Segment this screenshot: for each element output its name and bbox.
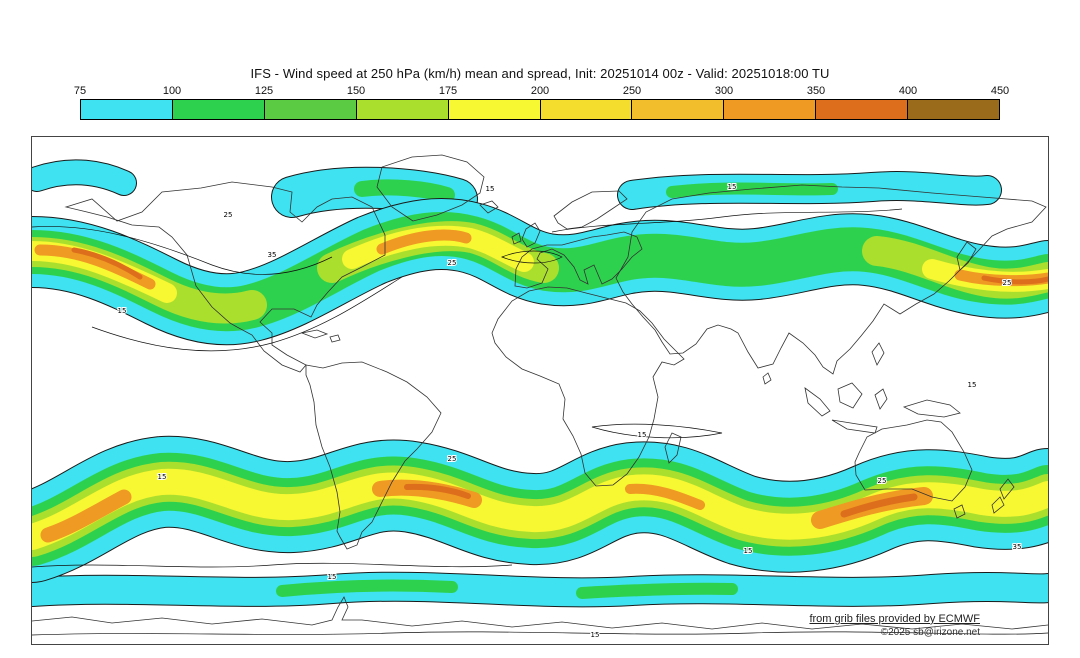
coastline-north-america bbox=[64, 181, 386, 373]
jet-band-orange bbox=[625, 483, 705, 510]
contour-label: 15 bbox=[744, 547, 753, 555]
colorbar-segment bbox=[172, 100, 265, 119]
contour-label: 15 bbox=[591, 631, 600, 639]
spread-contour bbox=[591, 423, 723, 439]
world-map-svg: 15 15 25 25 15 25 15 25 15 15 35 25 15 15 35 15 bbox=[32, 154, 1048, 640]
contour-label: 15 bbox=[486, 185, 495, 193]
jet-band-darkorange bbox=[840, 493, 918, 518]
coastline-sulawesi bbox=[874, 388, 888, 410]
coastline-tasmania bbox=[953, 504, 966, 519]
spread-contour bbox=[551, 208, 903, 233]
colorbar-tick: 75 bbox=[73, 85, 87, 97]
wind-speed-bands bbox=[32, 159, 1048, 608]
contour-label: 15 bbox=[638, 431, 647, 439]
copyright-text: ©2025 sb@irizone.net bbox=[880, 626, 980, 638]
colorbar-segment bbox=[816, 100, 909, 119]
contour-label: 25 bbox=[1003, 279, 1012, 287]
contour-label: 25 bbox=[448, 455, 457, 463]
spread-contour bbox=[91, 276, 403, 352]
coastlines bbox=[32, 154, 1048, 630]
coastline-hispaniola bbox=[329, 334, 341, 343]
contour-labels: 15 15 25 25 15 25 15 25 15 15 35 25 15 15 35 15 bbox=[117, 182, 1023, 640]
coastline-borneo bbox=[837, 382, 863, 409]
coastline-greenland bbox=[376, 154, 485, 222]
jet-band-orange bbox=[40, 489, 132, 543]
contour-label: 25 bbox=[224, 211, 233, 219]
colorbar-segment bbox=[908, 100, 1000, 119]
spread-contour bbox=[32, 562, 513, 568]
coastline-europe bbox=[514, 231, 643, 289]
coastline-asia bbox=[615, 184, 1047, 375]
polar-patch-cyan bbox=[32, 160, 136, 195]
colorbar-segment bbox=[448, 100, 541, 119]
contour-label: 25 bbox=[448, 259, 457, 267]
colorbar-tick: 450 bbox=[990, 85, 1010, 97]
coastline-japan bbox=[956, 241, 977, 271]
jet-band-darkorange bbox=[404, 483, 471, 499]
coastline-madagascar bbox=[664, 432, 682, 464]
spread-contour bbox=[501, 250, 563, 264]
coastline-africa bbox=[491, 286, 685, 487]
contour-label: 15 bbox=[158, 473, 167, 481]
coastline-antarctica bbox=[32, 596, 1048, 630]
map-frame: 15 15 25 25 15 25 15 25 15 15 35 25 15 15 35 15 from gr… bbox=[31, 136, 1049, 645]
coastline-australia bbox=[854, 419, 973, 502]
contour-label: 15 bbox=[328, 573, 337, 581]
map-credit: from grib files provided by ECMWF ©2025 … bbox=[809, 613, 980, 639]
coastline-iceland bbox=[479, 200, 499, 214]
colorbar-tick: 250 bbox=[622, 85, 642, 97]
colorbar-tick: 400 bbox=[898, 85, 918, 97]
coastline-java bbox=[831, 419, 878, 434]
colorbar-segment bbox=[632, 100, 725, 119]
chart-title: IFS - Wind speed at 250 hPa (km/h) mean … bbox=[250, 66, 830, 81]
coastline-britain bbox=[521, 222, 541, 248]
jet-band-orange bbox=[376, 229, 472, 255]
colorbar-segment bbox=[540, 100, 633, 119]
spread-contours bbox=[32, 208, 1048, 636]
colorbar-segment bbox=[724, 100, 817, 119]
contour-label: 35 bbox=[268, 251, 277, 259]
spread-contour bbox=[32, 226, 333, 275]
colorbar-tick: 150 bbox=[346, 85, 366, 97]
colorbar-tick: 200 bbox=[530, 85, 550, 97]
coastline-south-america bbox=[305, 361, 442, 550]
colorbar-tick: 300 bbox=[714, 85, 734, 97]
coastline-cuba bbox=[300, 329, 329, 339]
contour-label: 15 bbox=[968, 381, 977, 389]
colorbar-tick: 175 bbox=[438, 85, 458, 97]
ecmwf-credit-link[interactable]: from grib files provided by ECMWF bbox=[809, 612, 980, 625]
coastline-sri-lanka bbox=[762, 372, 772, 385]
coastline-scandinavia bbox=[553, 190, 628, 230]
coastline-sumatra bbox=[804, 387, 831, 417]
colorbar-scale bbox=[80, 99, 1000, 120]
colorbar-segment bbox=[81, 100, 173, 119]
contour-label: 35 bbox=[1013, 543, 1022, 551]
colorbar-tick: 100 bbox=[162, 85, 182, 97]
colorbar-segment bbox=[356, 100, 449, 119]
contour-label: 25 bbox=[878, 477, 887, 485]
jet-band-darkorange bbox=[981, 275, 1048, 285]
spread-contour bbox=[32, 631, 1048, 636]
coastline-new-zealand bbox=[991, 496, 1005, 514]
jet-band-green bbox=[276, 579, 458, 597]
colorbar-tick: 350 bbox=[806, 85, 826, 97]
colorbar: 75 100 125 150 175 200 250 300 350 400 450 bbox=[74, 85, 1009, 120]
coastline-ireland bbox=[511, 232, 522, 245]
jet-band-green bbox=[576, 582, 738, 599]
contour-label: 15 bbox=[728, 183, 737, 191]
contour-label: 15 bbox=[118, 307, 127, 315]
colorbar-segment bbox=[264, 100, 357, 119]
colorbar-tick: 125 bbox=[254, 85, 274, 97]
jet-band-darkorange bbox=[71, 247, 143, 280]
polar-patch-green bbox=[354, 179, 455, 203]
coastline-philippines bbox=[871, 342, 885, 366]
jet-band-cyan bbox=[32, 572, 1048, 607]
colorbar-ticks: 75 100 125 150 175 200 250 300 350 400 450 bbox=[74, 85, 1009, 99]
coastline-new-guinea bbox=[902, 399, 961, 418]
coastline-new-zealand bbox=[999, 478, 1015, 500]
